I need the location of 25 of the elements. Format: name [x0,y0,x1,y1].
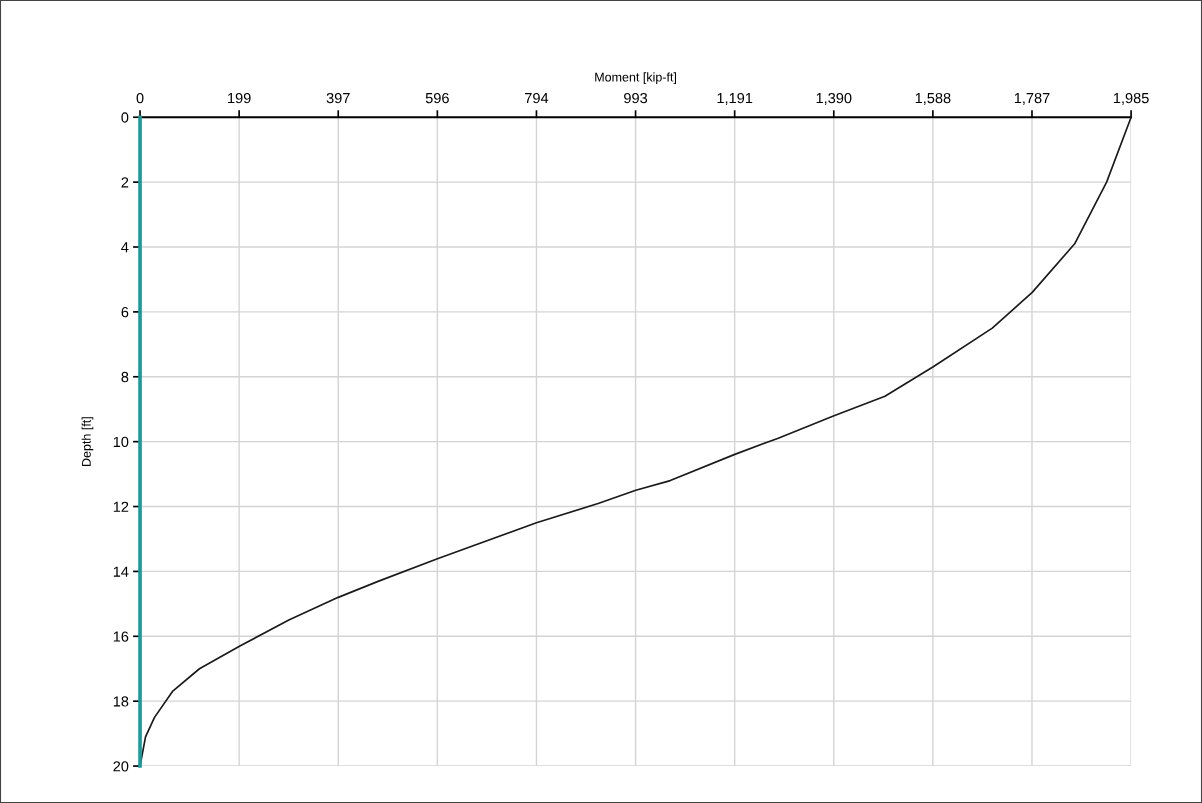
x-axis-title: Moment [kip-ft] [595,72,676,85]
y-tick-label: 10 [113,436,129,448]
y-tick-label: 16 [113,631,129,642]
x-tick-label: 1,191 [717,92,753,105]
y-tick-label: 2 [121,177,129,188]
x-tick-label: 993 [624,92,648,104]
y-axis-title: Depth [ft] [81,417,94,466]
x-tick-label: 397 [326,92,350,104]
line-series [138,115,142,768]
x-tick-label: 794 [525,92,549,104]
y-tick-label: 0 [121,112,129,123]
y-tick-label: 4 [121,242,129,253]
x-tick-label: 1,390 [816,92,852,105]
y-tick-label: 20 [113,761,129,772]
y-tick-label: 18 [113,696,129,707]
y-tick-label: 12 [113,501,129,512]
x-tick-label: 596 [425,92,449,104]
x-tick-label: 1,985 [1113,92,1149,105]
x-tick-label: 1,787 [1014,92,1050,105]
x-tick-label: 199 [228,92,251,104]
y-tick-label: 8 [121,371,129,383]
y-tick-label: 14 [113,566,129,577]
x-tick-label: 1,588 [915,92,951,105]
x-tick-label: 0 [136,92,144,104]
y-tick-label: 6 [121,306,129,318]
